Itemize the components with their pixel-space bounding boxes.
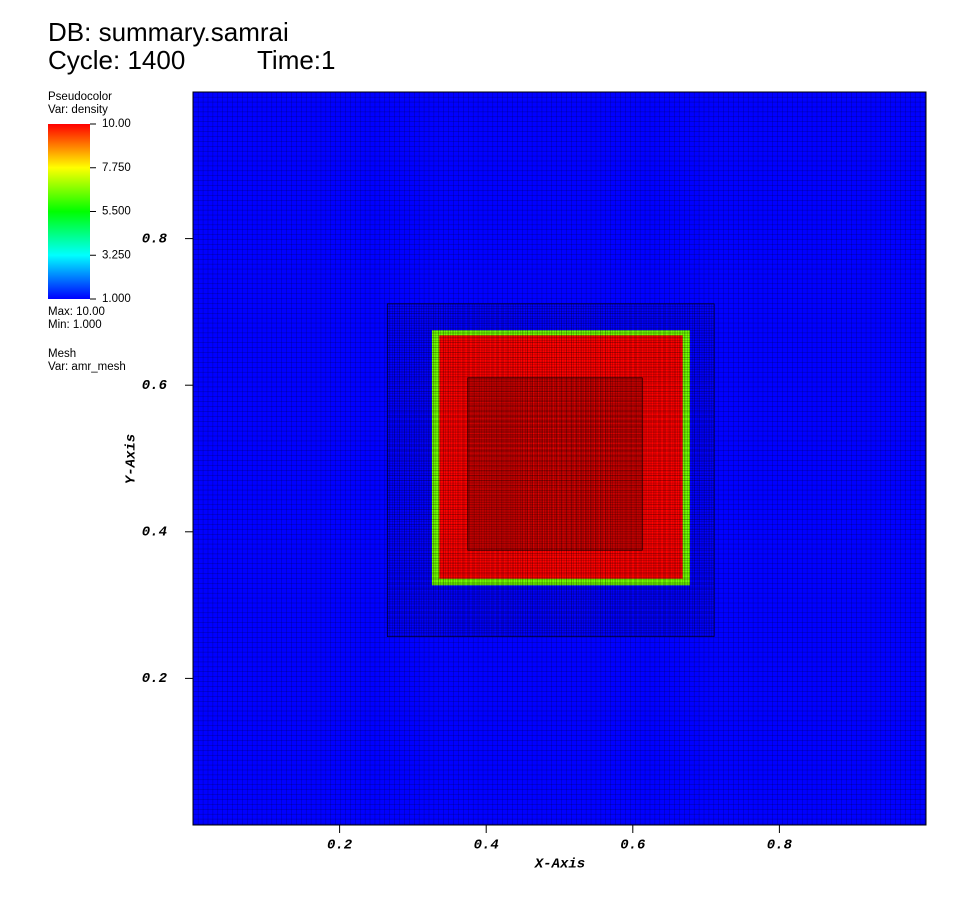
color-bar-label: 10.00: [102, 118, 131, 130]
x-tick-label: 0.4: [474, 838, 499, 854]
legend-mesh: Mesh: [48, 348, 76, 360]
color-bar-label: 1.000: [102, 293, 131, 305]
color-bar: [48, 124, 90, 299]
x-tick-label: 0.2: [327, 838, 353, 854]
cycle: Cycle: 1400: [48, 45, 185, 75]
time: Time:1: [257, 45, 336, 75]
db-title: DB: summary.samrai: [48, 17, 289, 47]
x-axis-title: X-Axis: [534, 857, 585, 873]
mesh-patch: [467, 377, 643, 551]
color-bar-label: 5.500: [102, 206, 131, 218]
legend-min: Min: 1.000: [48, 319, 102, 331]
y-tick-label: 0.6: [142, 378, 168, 394]
legend-max: Max: 10.00: [48, 306, 105, 318]
y-axis-title: Y-Axis: [124, 434, 140, 484]
plot-frame: [192, 91, 927, 826]
legend-mesh-var: Var: amr_mesh: [48, 361, 126, 373]
color-bar-label: 3.250: [102, 249, 131, 261]
x-tick-label: 0.8: [767, 838, 793, 854]
y-tick-label: 0.4: [142, 525, 167, 541]
legend-plot: Pseudocolor: [48, 91, 112, 103]
legend-var: Var: density: [48, 104, 108, 116]
x-tick-label: 0.6: [620, 838, 646, 854]
y-tick-label: 0.2: [142, 671, 168, 687]
color-bar-label: 7.750: [102, 162, 131, 174]
y-tick-label: 0.8: [142, 231, 168, 247]
